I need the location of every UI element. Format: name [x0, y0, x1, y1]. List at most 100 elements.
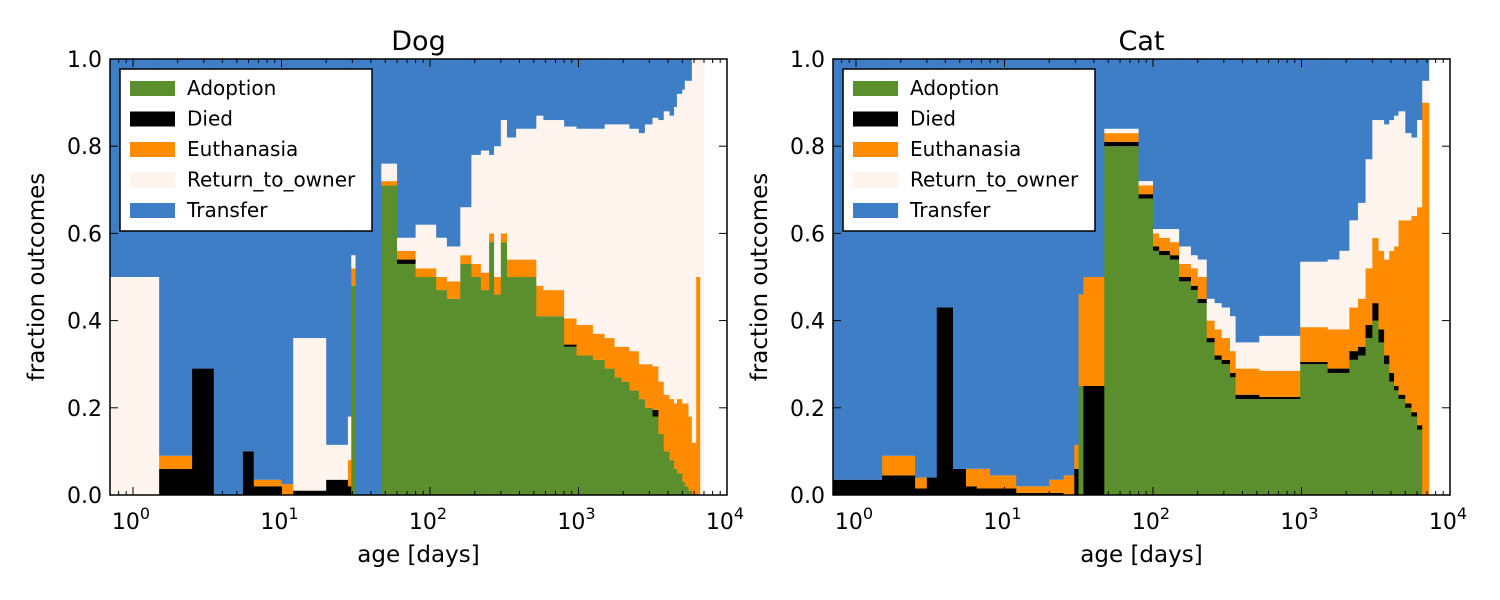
- bar-euthanasia: [1357, 298, 1366, 347]
- bar-adoption: [489, 242, 495, 495]
- bar-euthanasia: [1206, 320, 1216, 339]
- bar-died: [1016, 492, 1050, 495]
- bar-transfer: [926, 59, 938, 478]
- bar-adoption: [1120, 146, 1140, 495]
- bar-return-to-owner: [629, 128, 640, 352]
- bar-died: [1179, 277, 1192, 282]
- bar-died: [1221, 359, 1231, 365]
- bar-died: [1378, 329, 1385, 343]
- bar-died: [347, 486, 352, 495]
- bar-transfer: [1417, 59, 1423, 121]
- bar-transfer: [564, 59, 577, 127]
- bar-euthanasia: [1159, 237, 1171, 251]
- bar-died: [1372, 303, 1379, 321]
- bar-euthanasia: [1230, 351, 1237, 373]
- bar-adoption: [1206, 342, 1216, 495]
- bar-return-to-owner: [1259, 335, 1301, 371]
- legend-label: Adoption: [910, 76, 999, 100]
- legend-label: Return_to_owner: [910, 168, 1079, 192]
- bar-transfer: [644, 59, 653, 125]
- bar-euthanasia: [1235, 368, 1260, 395]
- bar-adoption: [688, 490, 693, 495]
- bar-died: [564, 344, 577, 347]
- bar-return-to-owner: [576, 128, 594, 325]
- bar-transfer: [507, 59, 517, 138]
- bar-return-to-owner: [621, 124, 630, 347]
- bar-euthanasia: [882, 455, 916, 476]
- bar-euthanasia: [543, 290, 565, 317]
- bar-died: [397, 259, 417, 264]
- bar-euthanasia: [159, 455, 193, 469]
- bar-transfer: [1190, 59, 1199, 256]
- bar-transfer: [494, 59, 502, 147]
- bar-euthanasia: [253, 479, 282, 487]
- bar-return-to-owner: [1300, 261, 1329, 328]
- bar-euthanasia: [684, 403, 689, 487]
- bar-transfer: [1411, 59, 1418, 138]
- bar-died: [833, 479, 883, 495]
- bar-transfer: [1153, 59, 1160, 230]
- x-tick-exponent: 0: [140, 504, 150, 523]
- bar-adoption: [652, 416, 659, 495]
- bar-adoption: [415, 277, 437, 495]
- bar-adoption: [629, 390, 640, 495]
- bar-euthanasia: [915, 477, 928, 489]
- bar-return-to-owner: [1153, 229, 1160, 234]
- bar-euthanasia: [1349, 307, 1359, 352]
- bar-euthanasia: [676, 399, 683, 474]
- bar-transfer: [242, 59, 255, 452]
- y-tick-label: 0.8: [790, 135, 825, 160]
- bar-adoption: [1104, 146, 1121, 495]
- bar-adoption: [1221, 364, 1231, 495]
- bar-return-to-owner: [1190, 255, 1199, 269]
- bar-return-to-owner: [1398, 111, 1406, 221]
- bar-transfer: [1394, 59, 1399, 116]
- bar-adoption: [592, 359, 606, 495]
- bar-euthanasia: [351, 268, 356, 286]
- bar-died: [926, 477, 938, 495]
- legend-label: Died: [910, 107, 956, 131]
- bar-died: [1417, 425, 1423, 430]
- x-tick-label: 104: [706, 504, 744, 535]
- bar-transfer: [1384, 59, 1390, 125]
- bar-return-to-owner: [691, 59, 697, 443]
- x-tick-base: 10: [112, 510, 140, 535]
- bar-transfer: [638, 59, 646, 134]
- bar-transfer: [436, 59, 448, 238]
- bar-euthanasia: [446, 281, 461, 299]
- bar-adoption: [543, 316, 565, 495]
- bar-return-to-owner: [1197, 259, 1208, 277]
- y-tick-label: 1.0: [790, 48, 825, 73]
- legend-swatch: [853, 81, 898, 96]
- bar-transfer: [576, 59, 594, 129]
- legend-swatch: [130, 81, 175, 96]
- bar-euthanasia: [1327, 329, 1340, 369]
- bar-died: [1300, 362, 1329, 365]
- bar-died: [1153, 246, 1160, 251]
- bar-adoption: [460, 263, 472, 495]
- bar-euthanasia: [629, 351, 640, 391]
- bar-return-to-owner: [1365, 159, 1373, 269]
- bar-euthanasia: [1411, 215, 1418, 413]
- bar-died: [976, 488, 991, 495]
- plot-frame: [109, 58, 728, 496]
- bar-adoption: [663, 451, 670, 495]
- bar-died: [1206, 338, 1216, 343]
- bar-transfer: [674, 59, 678, 107]
- bar-transfer: [604, 59, 615, 125]
- x-axis-label: age [days]: [357, 542, 479, 568]
- bar-transfer: [652, 59, 659, 118]
- bar-transfer: [1259, 59, 1301, 336]
- bar-euthanasia: [674, 403, 678, 469]
- legend-label: Transfer: [909, 198, 991, 222]
- bar-transfer: [1365, 59, 1373, 160]
- bar-died: [1327, 368, 1340, 373]
- bar-return-to-owner: [1394, 115, 1399, 247]
- bar-adoption: [1398, 399, 1406, 495]
- bar-adoption: [1327, 372, 1340, 495]
- bar-died: [253, 486, 282, 495]
- bar-return-to-owner: [682, 89, 686, 404]
- bar-transfer: [1214, 59, 1223, 304]
- bar-euthanasia: [1394, 246, 1399, 386]
